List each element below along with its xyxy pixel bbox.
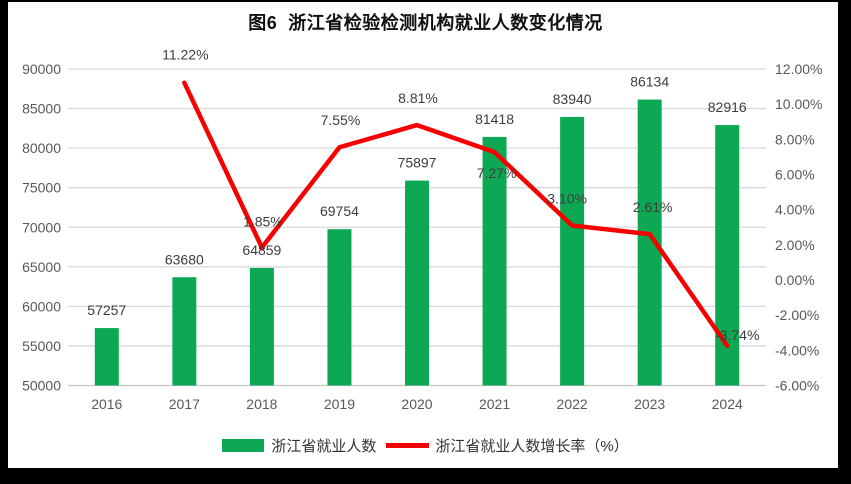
x-axis-label: 2023 bbox=[634, 396, 665, 412]
left-axis-tick: 55000 bbox=[22, 338, 61, 354]
right-axis-tick: -6.00% bbox=[775, 378, 819, 394]
left-axis-tick: 90000 bbox=[22, 61, 61, 77]
x-axis-label: 2024 bbox=[712, 396, 743, 412]
growth-rate-label: 3.10% bbox=[547, 190, 587, 206]
growth-rate-label: 2.61% bbox=[633, 199, 673, 215]
bar-value-label: 63680 bbox=[165, 251, 204, 267]
right-axis-tick: 12.00% bbox=[775, 61, 822, 77]
bar-value-label: 83940 bbox=[553, 91, 592, 107]
growth-rate-line bbox=[182, 80, 730, 349]
right-axis-tick: 6.00% bbox=[775, 167, 815, 183]
left-axis-tick: 80000 bbox=[22, 140, 61, 156]
bar-2021 bbox=[482, 136, 507, 386]
x-axis-label: 2021 bbox=[479, 396, 510, 412]
right-axis-tick: 2.00% bbox=[775, 237, 815, 253]
bar-2022 bbox=[560, 116, 585, 386]
x-axis-label: 2019 bbox=[324, 396, 355, 412]
right-axis-tick: 4.00% bbox=[775, 202, 815, 218]
right-axis-tick: 0.00% bbox=[775, 272, 815, 288]
left-axis-tick: 70000 bbox=[22, 219, 61, 235]
bar-value-label: 69754 bbox=[320, 203, 359, 219]
growth-rate-label: -3.74% bbox=[715, 327, 759, 343]
growth-rate-label: 7.27% bbox=[477, 165, 517, 181]
legend-bar-label: 浙江省就业人数 bbox=[271, 437, 377, 455]
x-axis-label: 2018 bbox=[246, 396, 277, 412]
legend-line-label: 浙江省就业人数增长率（%） bbox=[435, 437, 629, 455]
bar-2016 bbox=[94, 328, 119, 386]
growth-rate-label: 7.55% bbox=[321, 112, 361, 128]
legend-line-swatch bbox=[386, 442, 430, 448]
x-axis-label: 2022 bbox=[557, 396, 588, 412]
bar-value-label: 75897 bbox=[398, 155, 437, 171]
chart-legend: 浙江省就业人数 浙江省就业人数增长率（%） bbox=[0, 434, 851, 456]
legend-bar-swatch bbox=[222, 438, 265, 452]
left-axis-tick: 60000 bbox=[22, 298, 61, 314]
growth-rate-label: 8.81% bbox=[398, 90, 438, 106]
bar-value-label: 64859 bbox=[242, 242, 281, 258]
left-axis-tick: 50000 bbox=[22, 378, 61, 394]
right-axis-tick: -4.00% bbox=[775, 342, 819, 358]
bar-2018 bbox=[249, 267, 274, 386]
left-axis-tick: 85000 bbox=[22, 101, 61, 117]
bar-value-label: 86134 bbox=[630, 74, 669, 90]
right-axis-tick: -2.00% bbox=[775, 307, 819, 323]
right-axis-tick: 8.00% bbox=[775, 131, 815, 147]
growth-rate-label: 1.85% bbox=[243, 213, 283, 229]
bar-2017 bbox=[172, 277, 197, 386]
bar-2019 bbox=[327, 229, 352, 386]
chart-title: 图6 浙江省检验检测机构就业人数变化情况 bbox=[248, 13, 603, 33]
x-axis-label: 2020 bbox=[401, 396, 432, 412]
x-axis-label: 2016 bbox=[91, 396, 122, 412]
right-axis-tick: 10.00% bbox=[775, 96, 822, 112]
bar-value-label: 81418 bbox=[475, 111, 514, 127]
bar-value-label: 82916 bbox=[708, 99, 747, 115]
left-axis-tick: 65000 bbox=[22, 259, 61, 275]
bar-value-label: 57257 bbox=[87, 302, 126, 318]
x-axis-label: 2017 bbox=[169, 396, 200, 412]
growth-rate-label: 11.22% bbox=[162, 47, 208, 63]
bar-2020 bbox=[405, 180, 429, 386]
left-axis-tick: 75000 bbox=[22, 180, 61, 196]
